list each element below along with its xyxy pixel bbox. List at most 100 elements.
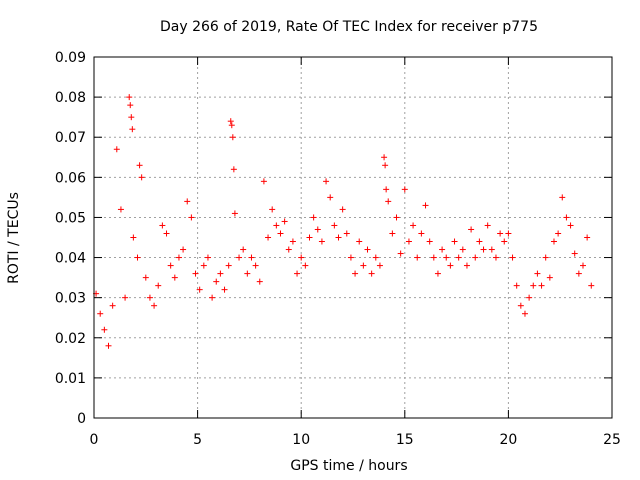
data-point (488, 246, 495, 253)
data-point (555, 230, 562, 237)
x-axis-label: GPS time / hours (290, 458, 407, 474)
data-point (579, 262, 586, 269)
data-point (327, 194, 334, 201)
data-point (277, 230, 284, 237)
data-point (196, 286, 203, 293)
data-point (509, 254, 516, 261)
y-tick-label: 0.04 (55, 251, 86, 267)
data-point (229, 134, 236, 141)
data-point (418, 230, 425, 237)
data-point (248, 254, 255, 261)
data-point (588, 282, 595, 289)
data-point (439, 246, 446, 253)
data-point (455, 254, 462, 261)
data-point (200, 262, 207, 269)
data-point (385, 198, 392, 205)
data-point (360, 262, 367, 269)
data-point (109, 302, 116, 309)
data-point (364, 246, 371, 253)
y-tick-label: 0.08 (55, 90, 86, 106)
x-tick-label: 25 (603, 432, 621, 448)
data-point (117, 206, 124, 213)
data-point (550, 238, 557, 245)
tick-labels: 0 0.01 0.02 0.03 0.04 0.05 0.06 0.07 0.08 0.09 0 5 1… (55, 50, 621, 448)
data-point (228, 122, 235, 129)
x-tick-label: 0 (90, 432, 99, 448)
data-point (434, 270, 441, 277)
data-point (227, 118, 234, 125)
data-point (294, 270, 301, 277)
data-point (204, 254, 211, 261)
data-point (517, 302, 524, 309)
data-point (459, 246, 466, 253)
data-point (505, 230, 512, 237)
data-point (281, 218, 288, 225)
data-point (113, 146, 120, 153)
data-point (447, 262, 454, 269)
chart-title: Day 266 of 2019, Rate Of TEC Index for r… (160, 19, 538, 35)
data-point (410, 222, 417, 229)
data-point (497, 230, 504, 237)
data-point (563, 214, 570, 221)
data-point (335, 234, 342, 241)
data-point (136, 162, 143, 169)
data-point (122, 294, 129, 301)
plot-frame (93, 56, 613, 419)
data-point (236, 254, 243, 261)
data-point (414, 254, 421, 261)
y-tick-label: 0.05 (55, 210, 86, 226)
data-point (383, 186, 390, 193)
data-point (192, 270, 199, 277)
data-point (146, 294, 153, 301)
data-point (285, 246, 292, 253)
data-points (93, 94, 595, 349)
data-point (381, 154, 388, 161)
data-point (480, 246, 487, 253)
data-point (230, 166, 237, 173)
data-point (356, 238, 363, 245)
x-tick-label: 5 (193, 432, 202, 448)
data-point (134, 254, 141, 261)
data-point (559, 194, 566, 201)
data-point (521, 310, 528, 317)
data-point (126, 94, 133, 101)
y-tick-label: 0.03 (55, 291, 86, 307)
data-point (463, 262, 470, 269)
data-point (484, 222, 491, 229)
data-point (155, 282, 162, 289)
data-point (129, 126, 136, 133)
data-point (567, 222, 574, 229)
x-tick-label: 15 (396, 432, 414, 448)
data-point (151, 302, 158, 309)
data-point (240, 246, 247, 253)
y-tick-label: 0 (77, 411, 86, 427)
data-point (209, 294, 216, 301)
data-point (546, 274, 553, 281)
data-point (393, 214, 400, 221)
data-point (347, 254, 354, 261)
data-point (298, 254, 305, 261)
data-point (331, 222, 338, 229)
y-tick-label: 0.06 (55, 170, 86, 186)
data-point (323, 178, 330, 185)
data-point (368, 270, 375, 277)
data-point (472, 254, 479, 261)
data-point (289, 238, 296, 245)
data-point (584, 234, 591, 241)
y-tick-label: 0.07 (55, 130, 86, 146)
data-point (405, 238, 412, 245)
data-point (530, 282, 537, 289)
data-point (221, 286, 228, 293)
data-point (343, 230, 350, 237)
data-point (538, 282, 545, 289)
data-point (265, 234, 272, 241)
data-point (492, 254, 499, 261)
data-point (376, 262, 383, 269)
data-point (501, 238, 508, 245)
data-point (443, 254, 450, 261)
y-tick-label: 0.02 (55, 331, 86, 347)
y-tick-label: 0.09 (55, 50, 86, 66)
data-point (175, 254, 182, 261)
data-point (184, 198, 191, 205)
